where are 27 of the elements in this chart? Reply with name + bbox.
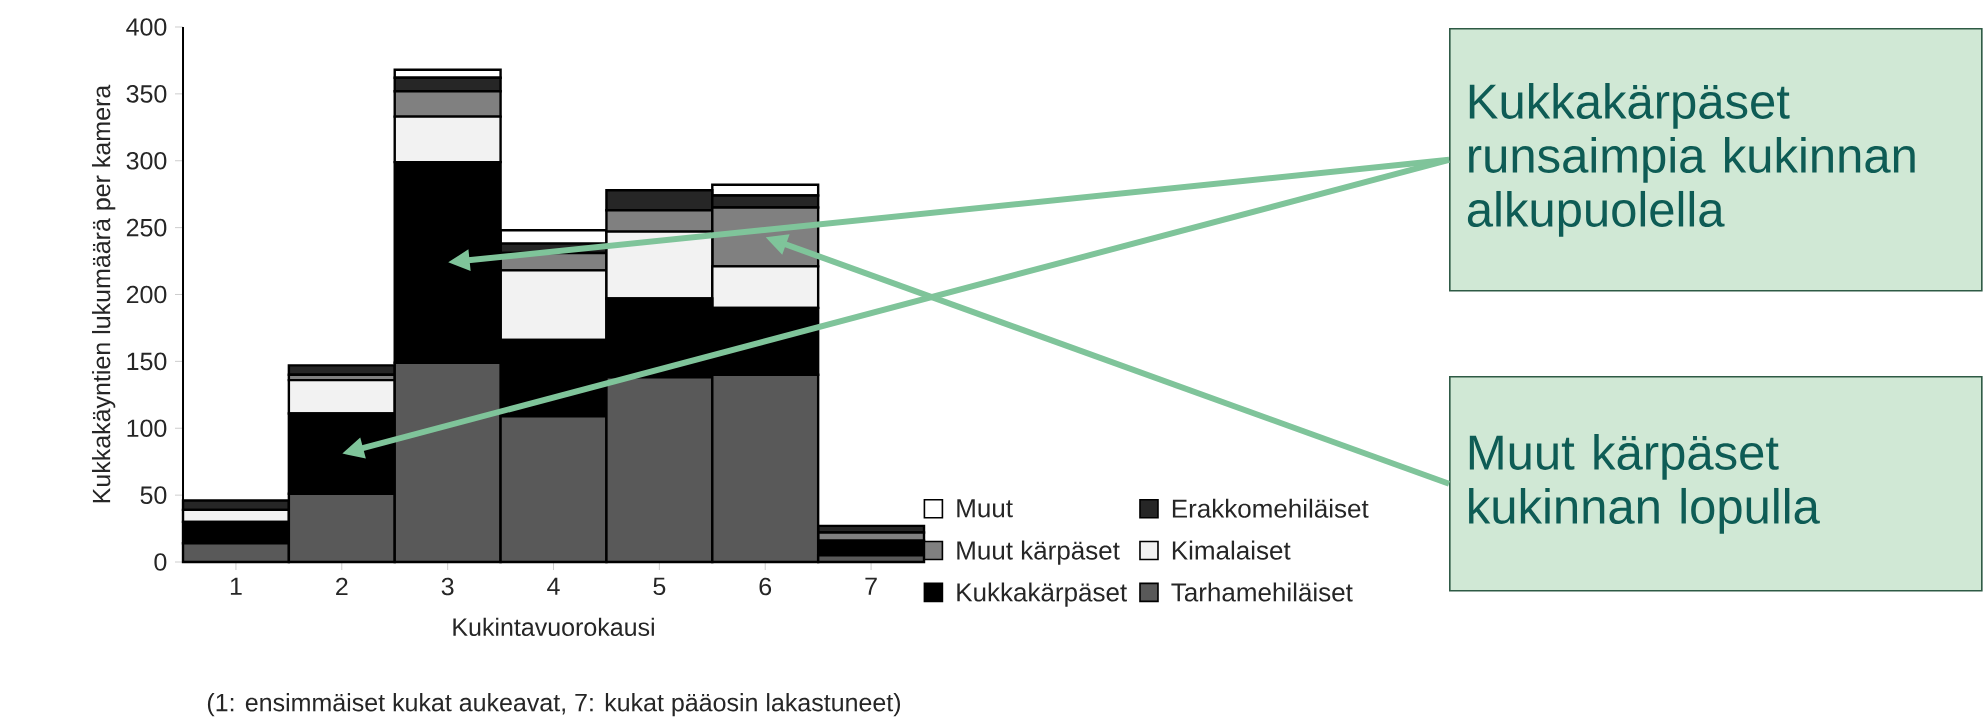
x-tick-label: 5	[653, 577, 666, 596]
y-tick-label: 300	[126, 151, 167, 170]
x-tick-label: 2	[336, 577, 348, 596]
y-tick-label: 150	[127, 352, 167, 371]
x-tick-label: 1	[230, 577, 242, 595]
legend-label: Kukkakärpäset	[957, 582, 1127, 607]
x-tick-label: 6	[759, 577, 772, 596]
y-tick-label: 0	[154, 553, 167, 571]
y-axis-title: Kukkakäyntien lukumäärä per kamera	[91, 84, 116, 503]
y-tick-label: 250	[126, 218, 167, 237]
text: Muut kärpäset kukinnan lopulla	[1469, 433, 1820, 534]
y-tick-label: 400	[126, 18, 167, 36]
y-tick-label: 100	[127, 419, 167, 438]
legend-label: Kimalaiset	[1172, 540, 1291, 560]
text: (1: ensimmäiset kukat aukeavat, 7: kukat pääosin lakastuneet)	[207, 693, 901, 717]
x-axis-title: Kukintavuorokausi	[453, 617, 654, 637]
legend-label: Tarhamehiläiset	[1171, 582, 1353, 602]
y-tick-label: 350	[126, 85, 167, 103]
legend-label: Erakkomehiläiset	[1172, 498, 1369, 518]
y-tick-label: 200	[126, 285, 167, 304]
x-tick-label: 4	[547, 577, 560, 595]
y-tick-label: 50	[140, 486, 167, 504]
x-tick-label: 7	[865, 577, 877, 595]
x-tick-label: 3	[441, 577, 454, 596]
legend-label: Muut	[957, 499, 1013, 518]
text: Kukkakärpäset runsaimpia kukinnan alkupuolella	[1467, 82, 1915, 237]
legend-label: Muut kärpäset	[957, 540, 1120, 565]
